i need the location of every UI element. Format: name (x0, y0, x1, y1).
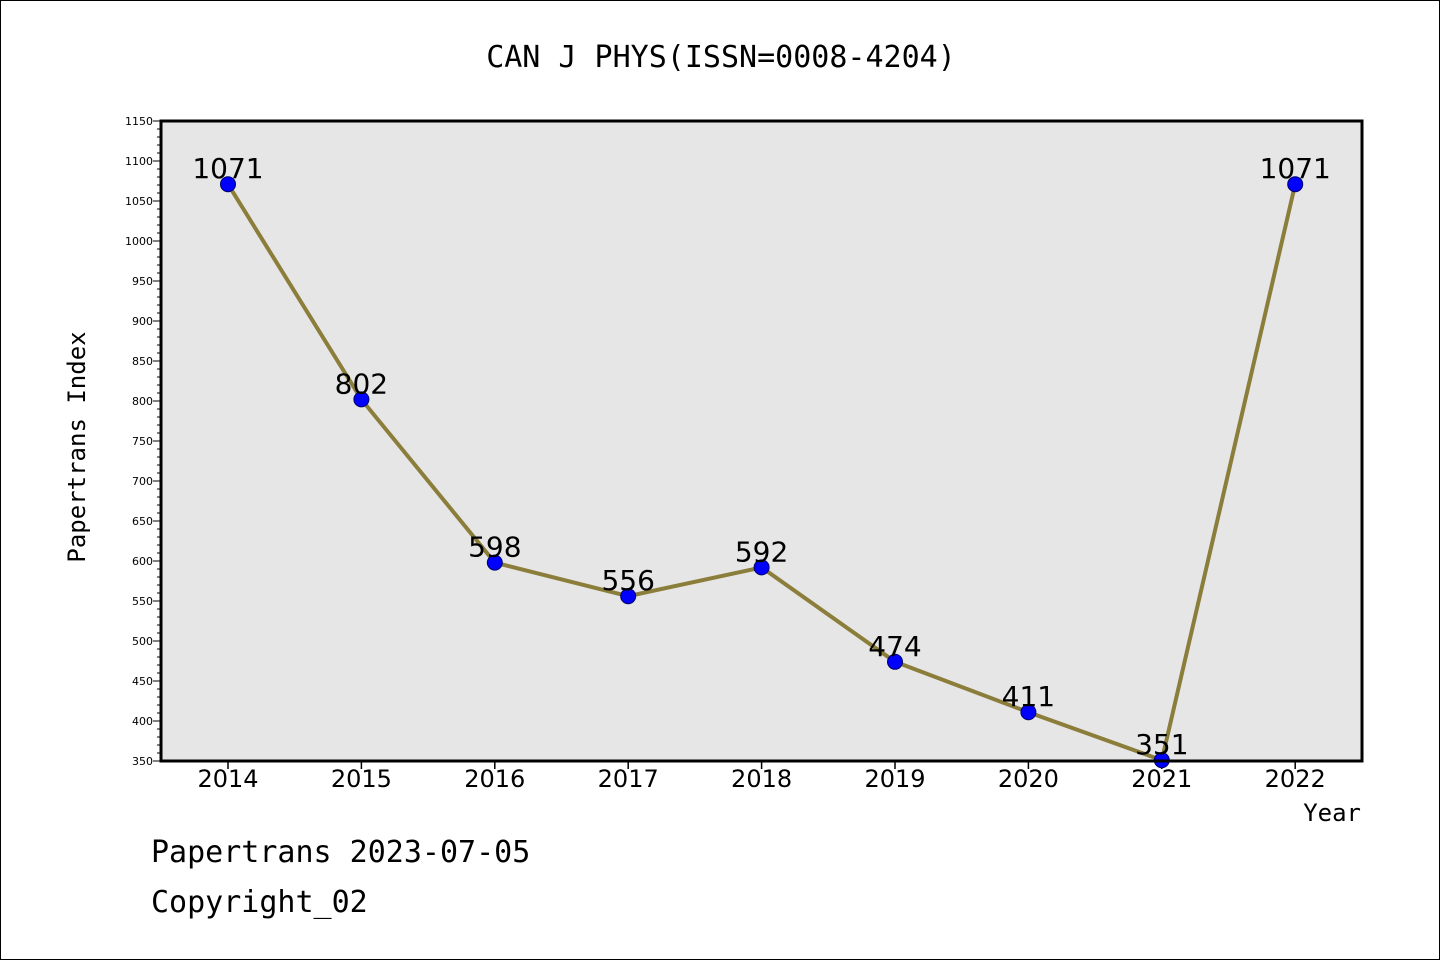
x-tick-label: 2015 (331, 765, 392, 793)
data-point-marker (1020, 704, 1037, 721)
y-tick-label: 1050 (125, 195, 153, 208)
data-label: 1071 (1260, 152, 1331, 185)
y-tick-label: 900 (132, 315, 153, 328)
y-tick-label: 400 (132, 715, 153, 728)
x-tick-label: 2016 (464, 765, 525, 793)
data-label: 598 (468, 531, 521, 564)
x-axis-title: Year (1303, 799, 1361, 827)
data-label: 474 (868, 630, 921, 663)
y-tick-label: 950 (132, 275, 153, 288)
data-label: 556 (601, 564, 654, 597)
plot-frame (159, 119, 1364, 763)
y-tick-label: 800 (132, 395, 153, 408)
y-tick-label: 1000 (125, 235, 153, 248)
data-label: 802 (335, 367, 388, 400)
x-tick-label: 2014 (197, 765, 258, 793)
data-label: 351 (1135, 728, 1188, 761)
y-tick-label: 450 (132, 675, 153, 688)
x-tick-label: 2019 (864, 765, 925, 793)
data-point-marker (620, 588, 637, 605)
y-tick-label: 550 (132, 595, 153, 608)
y-tick-label: 850 (132, 355, 153, 368)
footer-date-text: Papertrans 2023-07-05 (151, 835, 531, 870)
data-point-marker (353, 391, 370, 408)
footer-copyright-text: Copyright_02 (151, 885, 368, 920)
data-point-marker (220, 176, 236, 193)
data-label: 1071 (192, 152, 263, 185)
x-tick-label: 2017 (598, 765, 659, 793)
x-tick-label: 2018 (731, 765, 792, 793)
x-axis-ticks: 2014 2015 2016 2017 2018 2019 2020 2021 2022 (197, 761, 1326, 793)
y-tick-label: 350 (132, 755, 153, 768)
data-point-marker (887, 653, 903, 670)
y-tick-label: 600 (132, 555, 153, 568)
y-tick-label: 500 (132, 635, 153, 648)
chart-title: CAN J PHYS(ISSN=0008-4204) (486, 40, 956, 75)
y-axis-title: Papertrans Index (63, 331, 91, 562)
x-tick-label: 2022 (1265, 765, 1326, 793)
data-point-marker (1287, 176, 1304, 193)
data-point-marker (486, 554, 503, 571)
x-tick-label: 2020 (998, 765, 1059, 793)
x-tick-label: 2021 (1131, 765, 1192, 793)
y-axis-ticks: 350 400 450 500 550 600 650 700 750 800 850 900 950 1… (125, 115, 161, 768)
y-tick-label: 1150 (125, 115, 153, 128)
plot-area (161, 121, 1362, 761)
y-tick-label: 750 (132, 435, 153, 448)
y-tick-label: 700 (132, 475, 153, 488)
data-label: 592 (735, 535, 788, 568)
data-point-marker (753, 559, 770, 576)
y-tick-label: 1100 (125, 155, 153, 168)
data-label: 411 (1002, 680, 1055, 713)
y-tick-label: 650 (132, 515, 153, 528)
data-label-layer: 1071 802 598 556 592 474 411 351 1071 (192, 152, 1330, 761)
